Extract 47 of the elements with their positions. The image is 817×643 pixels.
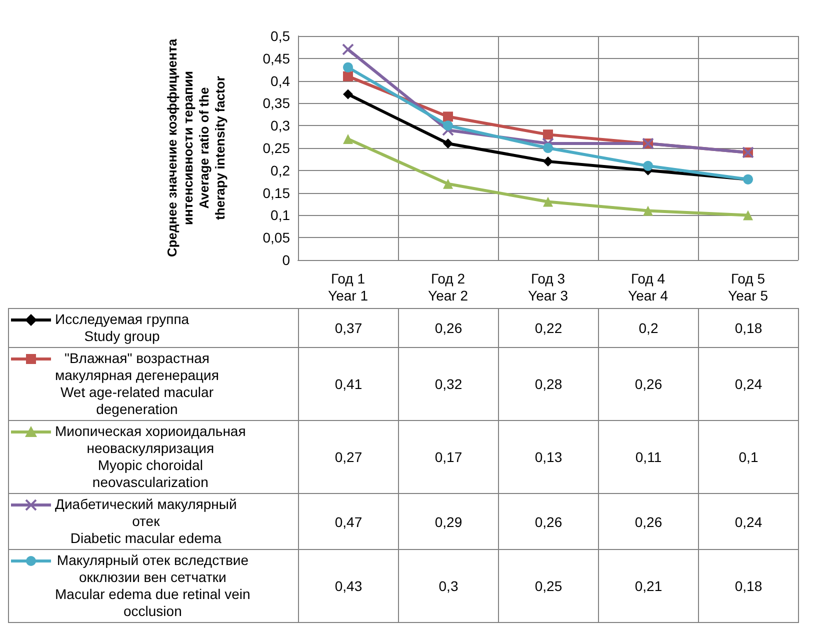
legend-label: Миопическая хориоидальная неоваскуляризация Myopic choroidal neovascularization [55,423,246,491]
legend-label: "Влажная" возрастная макулярная дегенерация Wet age-related macular degeneration [55,350,219,418]
y-tick-label: 0,2 [270,162,290,178]
y-tick-label: 0,35 [262,95,290,112]
data-label: 0,3 [398,550,498,622]
data-label: 0,26 [598,348,698,420]
data-label: 0,22 [498,308,598,348]
data-label: 0,2 [598,308,698,348]
y-tick-label: 0 [282,252,290,268]
y-tick-label: 0,05 [262,230,290,246]
data-label: 0,25 [498,550,598,622]
legend-label: Диабетический макулярный отек Diabetic macular edema [55,496,237,547]
y-tick-label: 0,15 [262,184,290,201]
data-label: 0,41 [298,348,398,420]
data-label: 0,29 [398,494,498,550]
data-label: 0,11 [598,420,698,494]
data-label: 0,24 [698,494,798,550]
data-label: 0,13 [498,420,598,494]
data-label: 0,26 [498,494,598,550]
data-label: 0,28 [498,348,598,420]
data-label: 0,43 [298,550,398,622]
data-label: 0,47 [298,494,398,550]
data-label: 0,37 [298,308,398,348]
data-label: 0,17 [398,420,498,494]
y-tick-label: 0,5 [270,28,290,44]
data-label: 0,26 [598,494,698,550]
data-label: 0,24 [698,348,798,420]
y-tick-label: 0,1 [270,207,290,224]
data-label: 0,32 [398,348,498,420]
data-label: 0,18 [698,308,798,348]
data-label: 0,18 [698,550,798,622]
y-tick-label: 0,25 [262,140,290,156]
data-label: 0,26 [398,308,498,348]
y-tick-label: 0,3 [270,118,290,134]
x-tick-label: Год 1 Year 1 [328,270,368,304]
y-axis-title: Среднее значение коэффициента интенсивности терапии Average ratio of the therapy intensity factor [164,38,228,258]
x-tick-label: Год 5 Year 5 [728,270,768,304]
y-tick-label: 0,45 [262,50,290,66]
data-label: 0,21 [598,550,698,622]
legend-label: Макулярный отек вследствие окклюзии вен сетчатки Macular edema due retinal vein occlusion [55,552,250,620]
data-label: 0,27 [298,420,398,494]
legend-label: Исследуемая группа Study group [55,311,190,345]
x-tick-label: Год 2 Year 2 [428,270,468,304]
data-label: 0,1 [698,420,798,494]
x-tick-label: Год 4 Year 4 [628,270,668,304]
x-tick-label: Год 3 Year 3 [528,270,568,304]
y-tick-label: 0,4 [270,72,290,89]
